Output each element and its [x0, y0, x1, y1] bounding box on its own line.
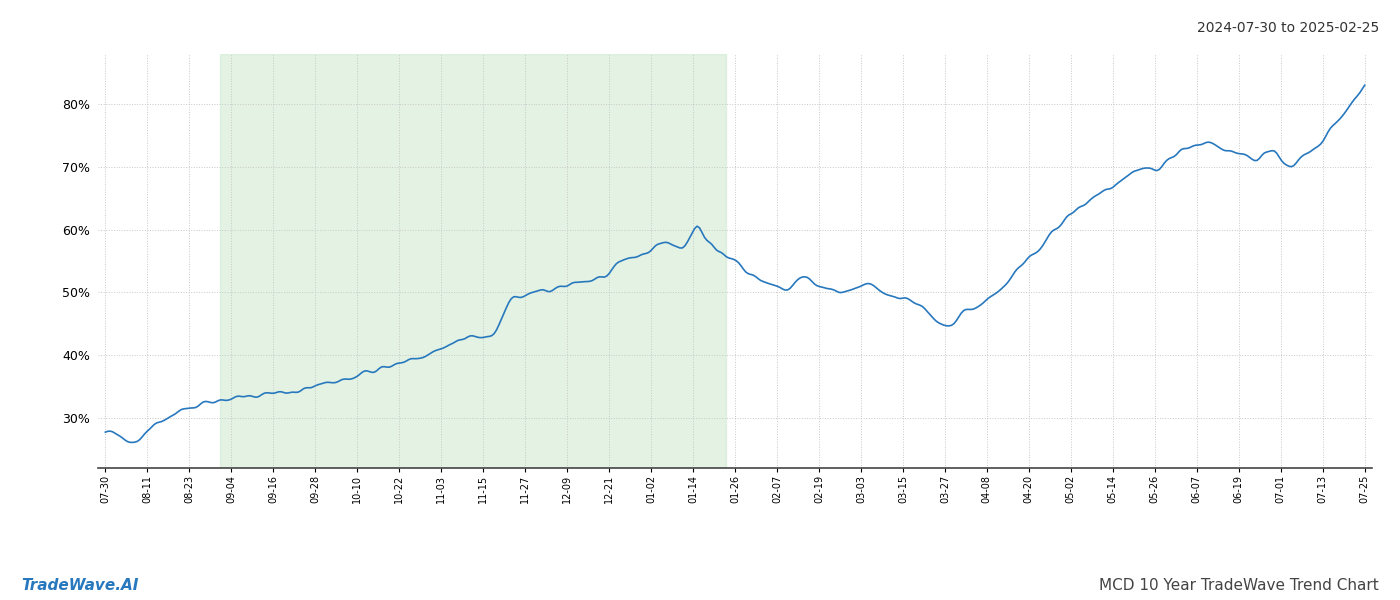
Text: TradeWave.AI: TradeWave.AI	[21, 578, 139, 593]
Bar	[220, 54, 727, 468]
Text: 2024-07-30 to 2025-02-25: 2024-07-30 to 2025-02-25	[1197, 21, 1379, 35]
Text: MCD 10 Year TradeWave Trend Chart: MCD 10 Year TradeWave Trend Chart	[1099, 578, 1379, 593]
